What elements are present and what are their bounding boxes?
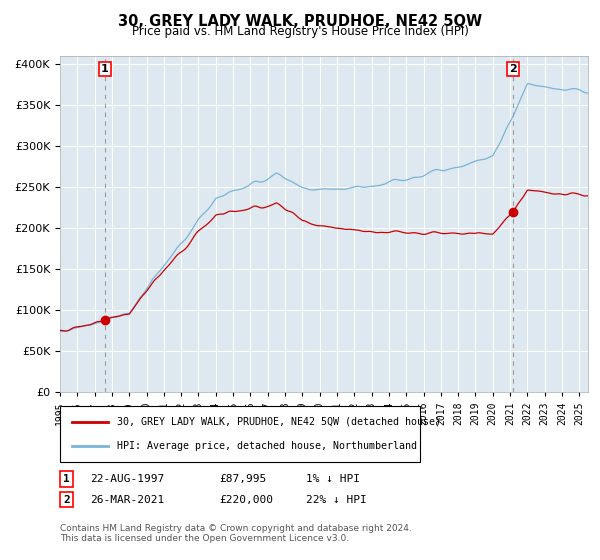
Text: 1% ↓ HPI: 1% ↓ HPI — [306, 474, 360, 484]
Text: 30, GREY LADY WALK, PRUDHOE, NE42 5QW (detached house): 30, GREY LADY WALK, PRUDHOE, NE42 5QW (d… — [117, 417, 441, 427]
Text: 22% ↓ HPI: 22% ↓ HPI — [306, 494, 367, 505]
Text: Contains HM Land Registry data © Crown copyright and database right 2024.
This d: Contains HM Land Registry data © Crown c… — [60, 524, 412, 543]
Text: 1: 1 — [63, 474, 70, 484]
Text: £87,995: £87,995 — [219, 474, 266, 484]
Text: 26-MAR-2021: 26-MAR-2021 — [90, 494, 164, 505]
Text: 2: 2 — [63, 494, 70, 505]
Text: 2: 2 — [509, 64, 517, 74]
Text: Price paid vs. HM Land Registry's House Price Index (HPI): Price paid vs. HM Land Registry's House … — [131, 25, 469, 38]
Text: HPI: Average price, detached house, Northumberland: HPI: Average price, detached house, Nort… — [117, 441, 417, 451]
Text: 22-AUG-1997: 22-AUG-1997 — [90, 474, 164, 484]
Text: 1: 1 — [101, 64, 109, 74]
Text: £220,000: £220,000 — [219, 494, 273, 505]
Text: 30, GREY LADY WALK, PRUDHOE, NE42 5QW: 30, GREY LADY WALK, PRUDHOE, NE42 5QW — [118, 14, 482, 29]
